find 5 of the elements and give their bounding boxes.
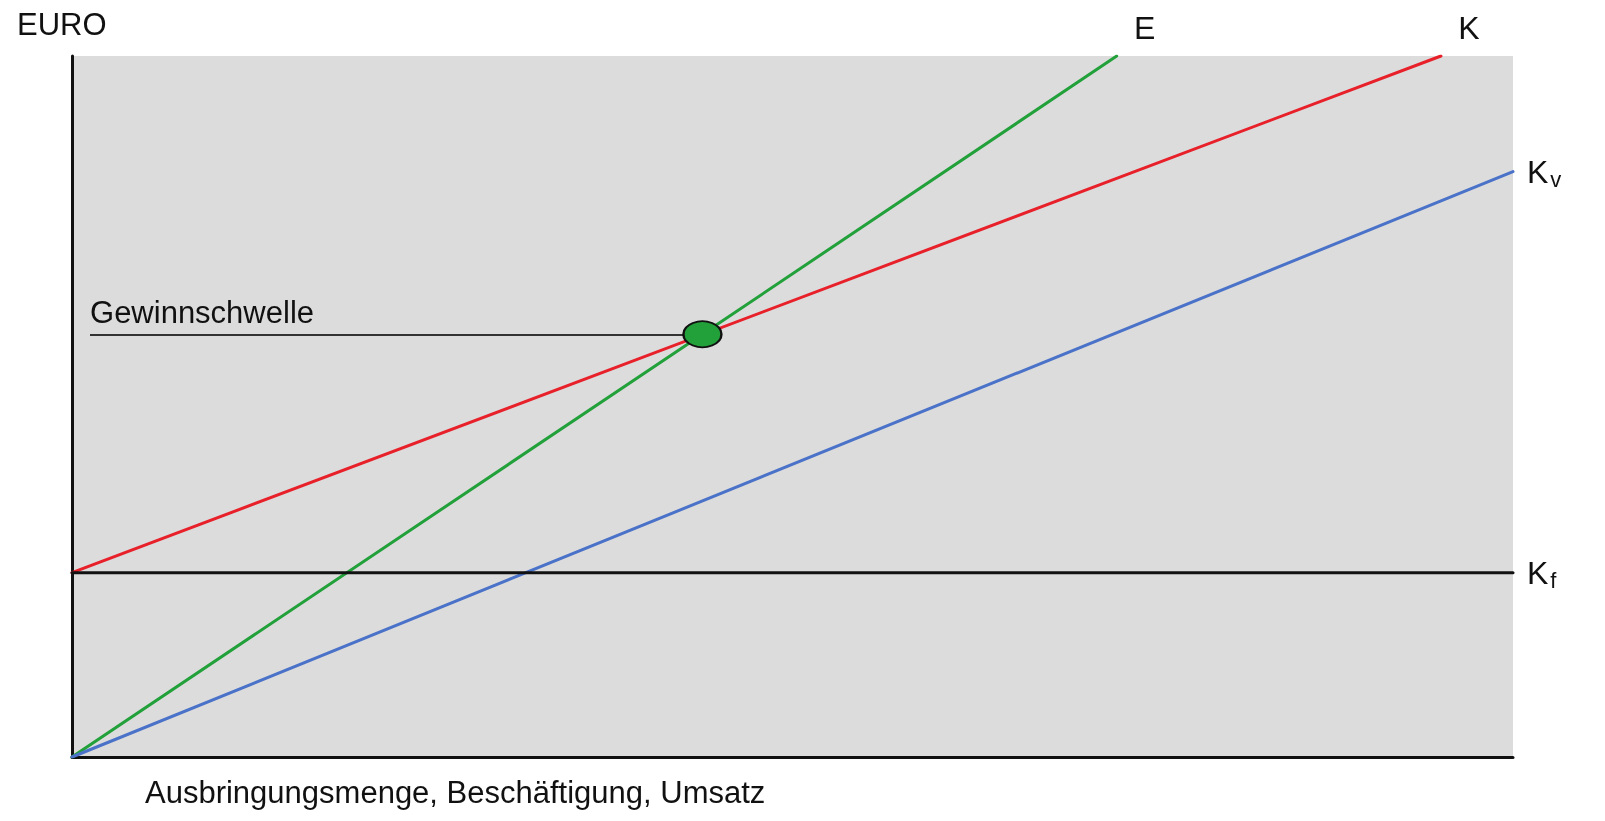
annotation: Gewinnschwelle — [90, 295, 315, 331]
y-axis-title: EURO — [17, 7, 107, 42]
x-axis-title: Ausbringungsmenge, Beschäftigung, Umsatz — [145, 775, 766, 810]
series-label: K — [1458, 10, 1480, 46]
series-label: E — [1134, 10, 1156, 46]
